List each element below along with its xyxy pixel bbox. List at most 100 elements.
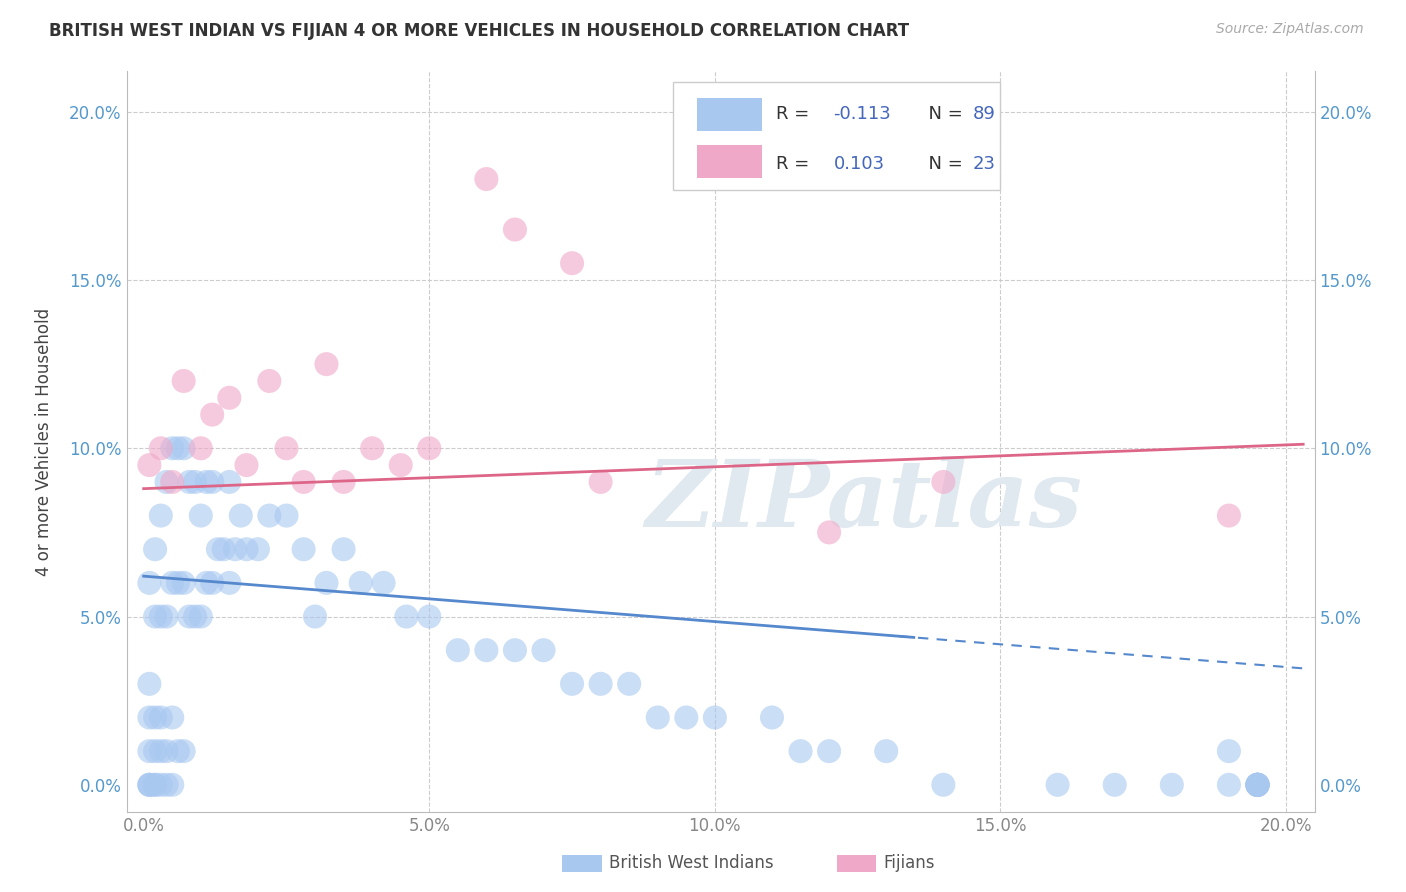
Point bbox=[138, 458, 160, 472]
Point bbox=[1246, 778, 1268, 792]
Point bbox=[1104, 778, 1126, 792]
Text: R =: R = bbox=[776, 105, 815, 123]
Point bbox=[143, 542, 166, 557]
Text: BRITISH WEST INDIAN VS FIJIAN 4 OR MORE VEHICLES IN HOUSEHOLD CORRELATION CHART: BRITISH WEST INDIAN VS FIJIAN 4 OR MORE … bbox=[49, 22, 910, 40]
Point bbox=[179, 609, 201, 624]
Point bbox=[201, 475, 224, 489]
Point bbox=[315, 575, 337, 590]
Point bbox=[190, 442, 212, 456]
Point bbox=[235, 542, 257, 557]
Point bbox=[675, 710, 697, 724]
Point bbox=[195, 475, 218, 489]
Point bbox=[149, 744, 172, 758]
Point bbox=[932, 778, 955, 792]
Point bbox=[173, 575, 195, 590]
Text: 89: 89 bbox=[973, 105, 995, 123]
Point bbox=[162, 710, 183, 724]
FancyBboxPatch shape bbox=[697, 145, 762, 178]
Point bbox=[1246, 778, 1268, 792]
Point bbox=[246, 542, 269, 557]
Point bbox=[503, 222, 526, 236]
Point bbox=[1246, 778, 1268, 792]
Point bbox=[218, 391, 240, 405]
Point bbox=[138, 710, 160, 724]
Point bbox=[1246, 778, 1268, 792]
Text: -0.113: -0.113 bbox=[834, 105, 891, 123]
Point bbox=[162, 475, 183, 489]
Point bbox=[395, 609, 418, 624]
Point bbox=[389, 458, 412, 472]
Point bbox=[1046, 778, 1069, 792]
Point bbox=[475, 643, 498, 657]
Text: Source: ZipAtlas.com: Source: ZipAtlas.com bbox=[1216, 22, 1364, 37]
Point bbox=[143, 609, 166, 624]
Point bbox=[589, 475, 612, 489]
Point bbox=[138, 778, 160, 792]
Point bbox=[155, 475, 177, 489]
Point bbox=[167, 442, 190, 456]
Point bbox=[703, 710, 725, 724]
Point bbox=[167, 575, 190, 590]
Point bbox=[224, 542, 246, 557]
Point bbox=[218, 475, 240, 489]
Point bbox=[619, 677, 641, 691]
Point bbox=[155, 609, 177, 624]
Point bbox=[190, 609, 212, 624]
Point bbox=[561, 677, 583, 691]
Point bbox=[276, 442, 298, 456]
Point bbox=[1246, 778, 1268, 792]
Point bbox=[350, 575, 373, 590]
Text: 0.103: 0.103 bbox=[834, 155, 884, 173]
Text: N =: N = bbox=[917, 105, 969, 123]
Point bbox=[1246, 778, 1268, 792]
Text: Fijians: Fijians bbox=[883, 855, 935, 872]
Text: 23: 23 bbox=[973, 155, 995, 173]
Point bbox=[475, 172, 498, 186]
Point bbox=[561, 256, 583, 270]
FancyBboxPatch shape bbox=[697, 98, 762, 131]
Point bbox=[789, 744, 811, 758]
Point bbox=[149, 710, 172, 724]
FancyBboxPatch shape bbox=[673, 82, 1000, 190]
Point bbox=[235, 458, 257, 472]
Point bbox=[875, 744, 897, 758]
Point bbox=[589, 677, 612, 691]
Point bbox=[201, 575, 224, 590]
Point bbox=[1218, 778, 1240, 792]
Point bbox=[1160, 778, 1182, 792]
Point bbox=[195, 575, 218, 590]
Point bbox=[149, 609, 172, 624]
Point bbox=[149, 508, 172, 523]
Point bbox=[1246, 778, 1268, 792]
Point bbox=[149, 778, 172, 792]
Point bbox=[207, 542, 229, 557]
Point bbox=[138, 575, 160, 590]
Point bbox=[184, 475, 207, 489]
Point bbox=[155, 778, 177, 792]
Point bbox=[1246, 778, 1268, 792]
Point bbox=[162, 778, 183, 792]
Point bbox=[533, 643, 555, 657]
Point bbox=[418, 609, 440, 624]
Point bbox=[184, 609, 207, 624]
Point bbox=[155, 744, 177, 758]
Point bbox=[761, 710, 783, 724]
Point bbox=[190, 508, 212, 523]
Point bbox=[218, 575, 240, 590]
Point bbox=[1218, 508, 1240, 523]
Point bbox=[818, 744, 841, 758]
Point bbox=[143, 710, 166, 724]
Point bbox=[259, 508, 281, 523]
Point bbox=[361, 442, 384, 456]
Point bbox=[201, 408, 224, 422]
Point bbox=[818, 525, 841, 540]
Point bbox=[212, 542, 235, 557]
Text: R =: R = bbox=[776, 155, 815, 173]
Point bbox=[138, 778, 160, 792]
Point bbox=[332, 542, 354, 557]
Point bbox=[418, 442, 440, 456]
Point bbox=[1218, 744, 1240, 758]
Point bbox=[373, 575, 395, 590]
Point bbox=[173, 374, 195, 388]
Y-axis label: 4 or more Vehicles in Household: 4 or more Vehicles in Household bbox=[35, 308, 52, 575]
